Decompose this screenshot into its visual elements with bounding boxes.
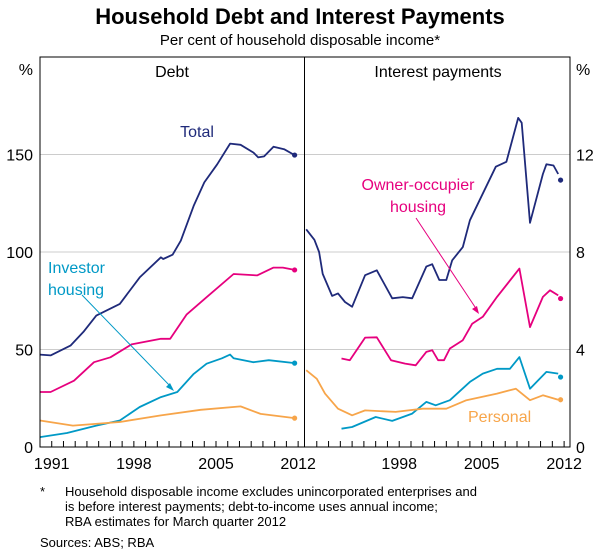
- series-end-dot-investor: [557, 374, 564, 380]
- arrowhead-owner: [472, 306, 479, 314]
- x-tick-label: 1991: [34, 456, 70, 470]
- y-tick-label: 4: [576, 343, 585, 360]
- series-line-owner: [40, 266, 295, 393]
- label-investor-housing: Investor housing: [48, 260, 106, 299]
- arrow-owner: [415, 217, 478, 311]
- x-tick-label: 2012: [546, 456, 582, 470]
- footnote-marker: *: [40, 484, 46, 499]
- right-axis-unit: %: [576, 62, 590, 79]
- chart-subtitle: Per cent of household disposable income*: [160, 32, 440, 49]
- sources: Sources: ABS; RBA: [40, 535, 155, 550]
- chart-svg: Household Debt and Interest Payments Per…: [6, 4, 594, 473]
- series-line-total: [39, 142, 296, 357]
- panel-title-interest: Interest payments: [374, 64, 501, 81]
- series-end-dot-owner: [557, 295, 564, 302]
- y-tick-label: 100: [6, 245, 33, 262]
- series-end-dot-personal: [557, 397, 564, 403]
- y-tick-label: 150: [6, 148, 33, 165]
- y-tick-label: 50: [15, 343, 33, 360]
- y-tick-label: 12: [576, 148, 594, 165]
- footnote-line: Household disposable income excludes uni…: [65, 484, 477, 499]
- x-tick-label: 1998: [116, 456, 152, 470]
- series-end-dot-owner: [292, 267, 298, 273]
- x-tick-label: 2005: [198, 456, 234, 470]
- label-total: Total: [180, 124, 214, 141]
- y-tick-label: 0: [576, 440, 585, 457]
- series-end-dot-total: [557, 177, 564, 183]
- series-line-investor: [341, 356, 559, 430]
- left-axis-unit: %: [19, 62, 33, 79]
- x-tick-label: 2005: [464, 456, 500, 470]
- footnote: * Household disposable income excludes u…: [40, 484, 477, 529]
- series-line-personal: [39, 405, 295, 427]
- series-end-dot-personal: [292, 415, 298, 421]
- label-owner-occupier-housing: Owner-occupier housing: [362, 177, 476, 216]
- series-end-dot-total: [292, 152, 298, 158]
- label-personal: Personal: [468, 409, 531, 426]
- panel-title-debt: Debt: [155, 64, 189, 81]
- arrowhead-investor: [166, 383, 174, 391]
- y-tick-label: 8: [576, 245, 585, 262]
- footnote-line: is before interest payments; debt-to-inc…: [65, 499, 438, 514]
- chart-title: Household Debt and Interest Payments: [95, 4, 505, 29]
- footnote-line: RBA estimates for March quarter 2012: [65, 514, 287, 529]
- series-line-owner: [341, 267, 559, 367]
- y-tick-label: 0: [24, 440, 33, 457]
- series-end-dot-investor: [292, 360, 298, 366]
- series-line-total: [305, 117, 559, 308]
- series-line-personal: [305, 369, 559, 417]
- arrow-investor: [81, 294, 173, 389]
- x-tick-label: 2012: [280, 456, 316, 470]
- x-tick-label: 1998: [381, 456, 417, 470]
